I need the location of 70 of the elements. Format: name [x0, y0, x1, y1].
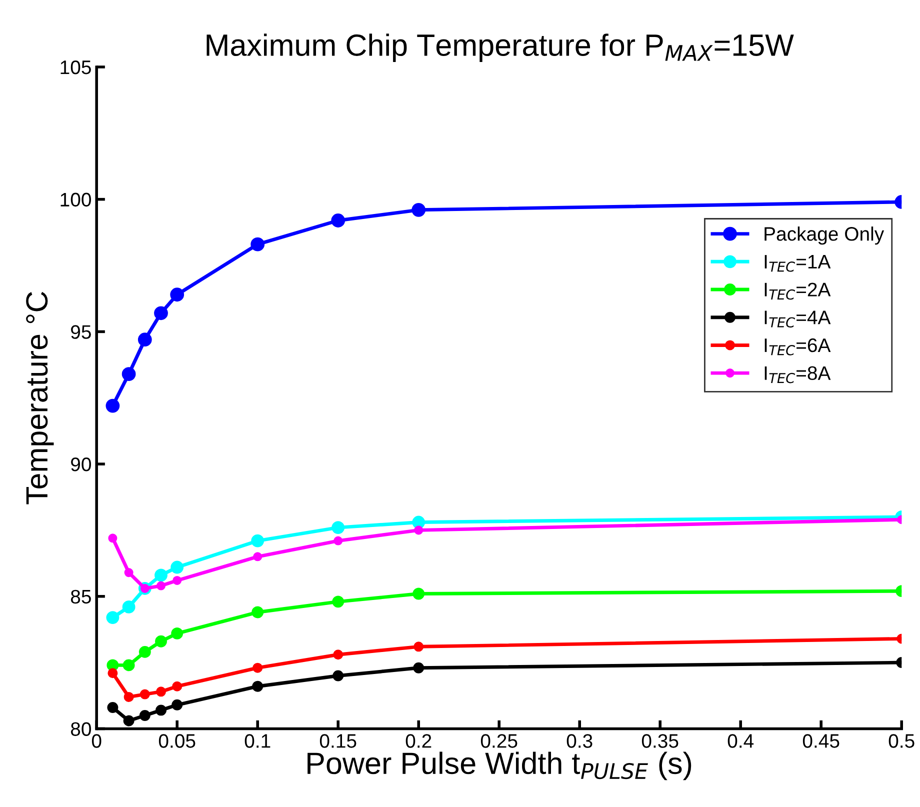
point	[107, 702, 118, 714]
y-tick-label: 95	[71, 325, 91, 339]
point	[122, 659, 135, 672]
point	[156, 704, 166, 716]
legend-label: I$_{TEC}$=6A	[764, 338, 831, 356]
point	[252, 606, 264, 618]
point	[154, 568, 168, 582]
legend-label: I$_{TEC}$=1A	[764, 255, 831, 272]
chart-title: Maximum Chip Temperature for P$_{MAX}$=15W	[206, 34, 794, 62]
x-tick-label: 0.25	[480, 734, 518, 748]
point	[413, 662, 424, 674]
point	[172, 681, 182, 692]
y-tick-label: 105	[60, 60, 91, 74]
point	[333, 650, 344, 660]
x-tick-label: 0.2	[406, 734, 432, 748]
point	[124, 568, 134, 578]
legend-label: Package Only	[764, 226, 884, 245]
point	[138, 646, 151, 658]
point	[172, 699, 183, 710]
point	[252, 680, 264, 692]
x-tick-label: 0.3	[566, 734, 592, 748]
x-tick-label: 0.05	[158, 734, 196, 748]
point	[331, 214, 346, 228]
point	[139, 710, 150, 721]
point	[140, 689, 150, 700]
y-tick-label: 80	[70, 722, 91, 736]
y-tick-label: 100	[60, 192, 91, 207]
y-axis-title: Temperature °C	[26, 292, 54, 504]
point	[414, 642, 424, 652]
x-axis-title: Power Pulse Width t$_{PULSE}$ (s)	[308, 752, 692, 780]
x-tick-label: 0.45	[802, 734, 840, 748]
point	[156, 581, 166, 590]
point	[412, 588, 425, 600]
point	[251, 534, 264, 548]
point	[414, 526, 424, 535]
point	[108, 534, 118, 543]
point	[106, 398, 120, 413]
point	[170, 560, 184, 574]
point	[106, 611, 120, 624]
point	[253, 552, 262, 562]
point	[332, 670, 344, 682]
point	[332, 521, 345, 534]
point	[138, 332, 152, 347]
point	[171, 627, 184, 640]
legend-label: I$_{TEC}$=4A	[764, 310, 831, 328]
point	[156, 686, 166, 697]
x-tick-label: 0	[92, 734, 102, 748]
x-tick-label: 0.4	[728, 734, 754, 748]
x-tick-label: 0.35	[642, 734, 678, 748]
point	[332, 596, 344, 608]
y-tick-label: 90	[71, 457, 91, 472]
point	[123, 715, 134, 726]
legend-label: I$_{TEC}$=8A	[764, 366, 831, 384]
x-tick-label: 0.15	[320, 734, 356, 748]
point	[155, 635, 167, 648]
point	[124, 692, 134, 702]
point	[154, 306, 168, 320]
point	[108, 668, 118, 678]
legend-label: I$_{TEC}$=2A	[764, 282, 831, 300]
y-tick-label: 85	[70, 590, 91, 604]
point	[170, 288, 184, 302]
point	[412, 202, 426, 217]
point	[252, 662, 263, 673]
point	[122, 600, 136, 614]
x-tick-label: 0.1	[244, 734, 270, 748]
x-tick-label: 0.5	[888, 734, 914, 748]
point	[250, 237, 265, 252]
point	[334, 536, 343, 546]
point	[172, 576, 182, 586]
point	[122, 367, 136, 381]
